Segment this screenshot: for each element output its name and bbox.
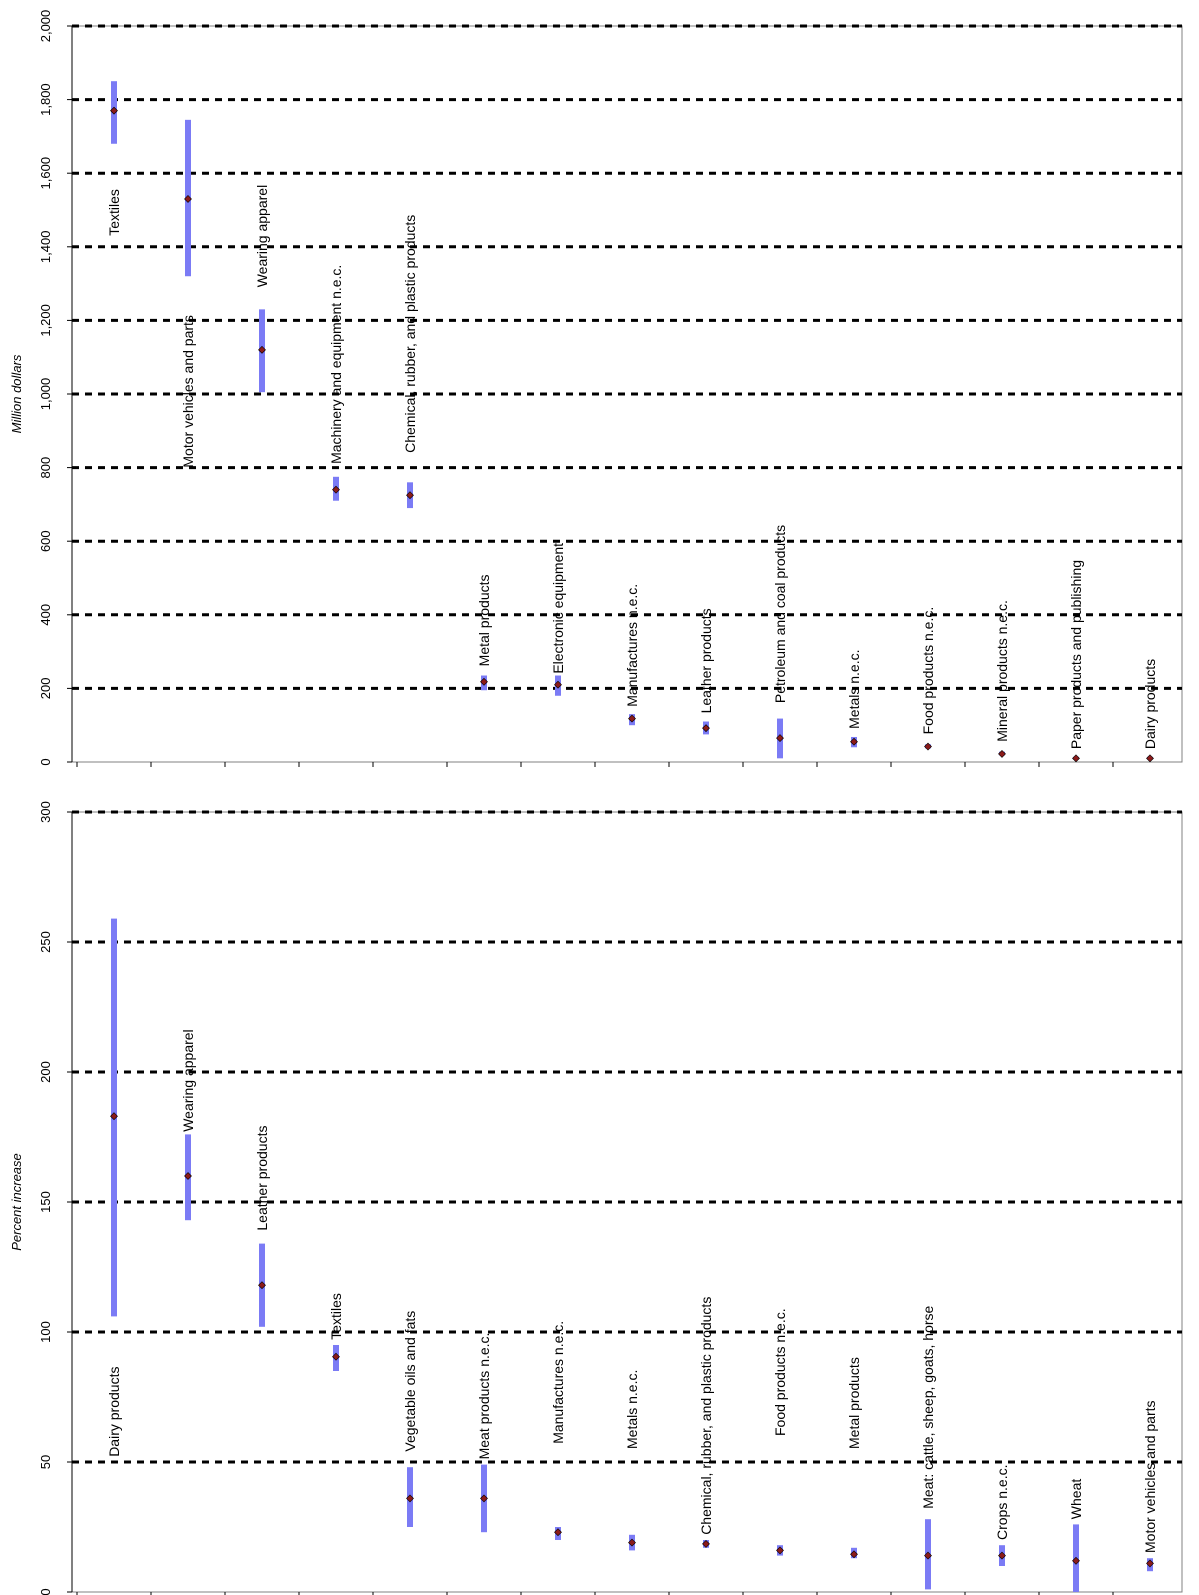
category-label: Chemical, rubber, and plastic products [698, 1297, 714, 1535]
value-point [480, 1494, 488, 1503]
category-label: Electronic equipment [550, 543, 566, 674]
value-point [554, 1528, 562, 1537]
plot-frame [71, 811, 1183, 1593]
category-label: Leather products [254, 1126, 270, 1231]
y-tick-label: 400 [38, 604, 53, 626]
y-tick-label: 0 [38, 758, 53, 765]
value-point [850, 737, 858, 746]
value-point [184, 1172, 192, 1180]
value-point [1146, 1559, 1154, 1568]
category-label: Vegetable oils and fats [402, 1311, 418, 1452]
value-point [628, 1538, 636, 1547]
category-label: Crops n.e.c. [994, 1465, 1010, 1540]
category-label: Metals n.e.c. [624, 1370, 640, 1449]
value-point [998, 1551, 1006, 1560]
value-point [332, 485, 340, 494]
category-label: Machinery and equipment n.e.c. [328, 265, 344, 464]
y-tick-label: 50 [38, 1455, 53, 1469]
value-point [258, 345, 266, 354]
y-tick-label: 250 [38, 931, 53, 953]
category-label: Manufactures n.e.c. [624, 584, 640, 707]
category-label: Mineral products n.e.c. [994, 600, 1010, 742]
category-label: Leather products [698, 608, 714, 713]
value-point [258, 1281, 266, 1290]
y-tick-label: 100 [38, 1321, 53, 1343]
y-tick-label: 150 [38, 1191, 53, 1213]
category-label: Paper products and publishing [1068, 560, 1084, 749]
y-tick-label: 600 [38, 530, 53, 552]
value-point [406, 1494, 414, 1503]
value-point [998, 749, 1006, 758]
category-label: Motor vehicles and parts [180, 315, 196, 468]
category-label: Dairy products [106, 1367, 122, 1457]
value-point [554, 680, 562, 689]
value-point [850, 1550, 858, 1559]
y-tick-label: 0 [38, 1588, 53, 1595]
y-tick-label: 2,000 [38, 10, 53, 43]
value-point [702, 724, 710, 733]
category-label: Meat: cattle, sheep, goats, horse [920, 1305, 936, 1508]
value-point [110, 106, 118, 115]
value-point [924, 1551, 932, 1560]
chart-panel-1: 0 200 400 600 800 1,000 1,200 1,400 1,600 1,800 2,… [9, 10, 1183, 767]
value-point [924, 742, 932, 751]
value-point [1146, 754, 1154, 763]
y-tick-label: 1,400 [38, 231, 53, 264]
value-point [776, 734, 784, 743]
category-label: Food products n.e.c. [920, 607, 936, 735]
category-label: Metal products [846, 1357, 862, 1449]
y-tick-label: 1,600 [38, 157, 53, 190]
value-point [406, 491, 414, 500]
value-point [702, 1539, 710, 1548]
category-label: Chemical, rubber, and plastic products [402, 215, 418, 453]
category-label: Textiles [106, 189, 122, 236]
category-label: Wheat [1068, 1479, 1084, 1520]
y-tick-label: 800 [38, 457, 53, 479]
y-tick-label: 1,800 [38, 83, 53, 116]
value-point [332, 1352, 340, 1361]
y-tick-label: 200 [38, 1061, 53, 1083]
category-label: Metal products [476, 574, 492, 666]
category-label: Wearing apparel [254, 185, 270, 287]
category-label: Food products n.e.c. [772, 1308, 788, 1436]
y-axis-title: Percent increase [9, 1153, 24, 1251]
value-point [776, 1546, 784, 1555]
category-label: Textiles [328, 1293, 344, 1340]
y-tick-label: 300 [38, 801, 53, 823]
category-label: Dairy products [1142, 659, 1158, 749]
category-label: Metals n.e.c. [846, 650, 862, 729]
y-axis-title: Million dollars [9, 354, 24, 433]
value-point [628, 714, 636, 723]
value-point [1072, 1556, 1080, 1565]
value-point [184, 195, 192, 203]
category-label: Meat products n.e.c. [476, 1333, 492, 1460]
y-tick-label: 1,200 [38, 304, 53, 337]
value-point [1072, 754, 1080, 763]
chart-panel-2: 0 50 100 150 200 250 300 Percent increase Dairy … [9, 801, 1183, 1595]
value-point [110, 1112, 118, 1121]
y-tick-label: 200 [38, 678, 53, 700]
value-point [480, 677, 488, 686]
category-label: Wearing apparel [180, 1029, 196, 1131]
category-label: Manufactures n.e.c. [550, 1321, 566, 1444]
category-label: Petroleum and coal products [772, 525, 788, 703]
category-label: Motor vehicles and parts [1142, 1400, 1158, 1553]
y-tick-label: 1,000 [38, 378, 53, 411]
